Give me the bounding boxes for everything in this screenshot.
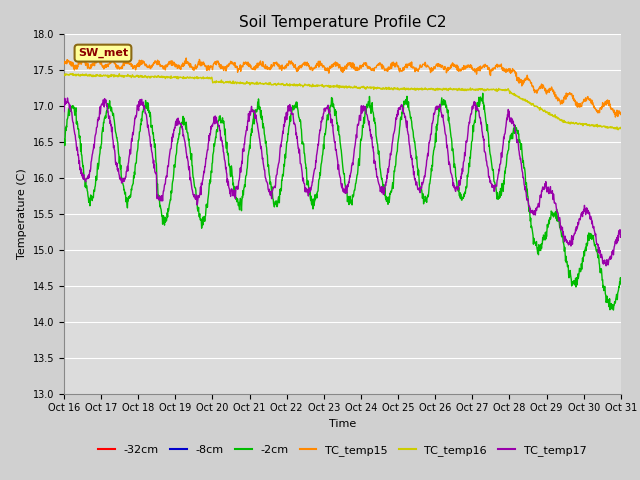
Text: SW_met: SW_met [78, 48, 128, 58]
X-axis label: Time: Time [329, 419, 356, 429]
Legend: -32cm, -8cm, -2cm, TC_temp15, TC_temp16, TC_temp17: -32cm, -8cm, -2cm, TC_temp15, TC_temp16,… [94, 440, 591, 460]
Y-axis label: Temperature (C): Temperature (C) [17, 168, 27, 259]
Title: Soil Temperature Profile C2: Soil Temperature Profile C2 [239, 15, 446, 30]
